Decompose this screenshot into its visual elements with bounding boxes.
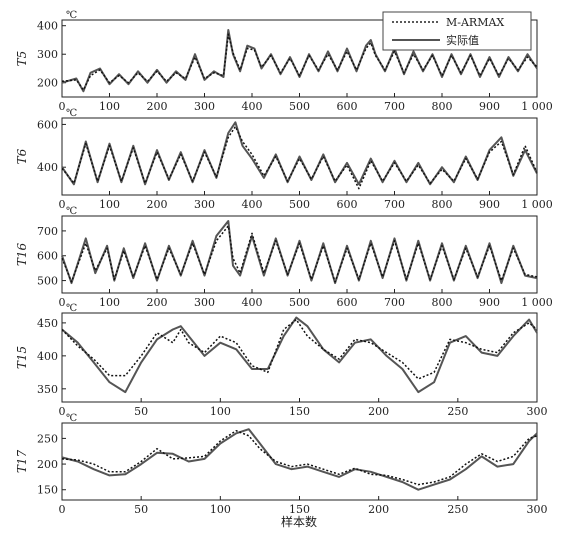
x-tick-label: 0 <box>59 503 66 516</box>
x-tick-label: 100 <box>99 100 120 113</box>
x-tick-label: 50 <box>134 503 148 516</box>
x-tick-label: 600 <box>337 296 358 309</box>
x-tick-label: 600 <box>337 100 358 113</box>
x-tick-label: 900 <box>479 296 500 309</box>
panel-t6: 0 100 200 300 400 500 600 700 800 900 1 000 400 600 ℃… <box>15 108 553 211</box>
y-tick-label: 350 <box>37 383 58 396</box>
y-tick-label: 600 <box>37 118 58 131</box>
panel-t16: 0 100 200 300 400 500 600 700 800 900 1 000 500 600 7… <box>15 206 553 309</box>
y-tick-label: 450 <box>37 317 58 330</box>
x-tick-label: 150 <box>289 503 310 516</box>
x-tick-label: 0 <box>59 198 66 211</box>
x-tick-label: 500 <box>289 198 310 211</box>
x-tick-label: 300 <box>194 198 215 211</box>
y-tick-label: 400 <box>37 161 58 174</box>
x-tick-label: 900 <box>479 198 500 211</box>
x-tick-label: 250 <box>447 405 468 418</box>
y-tick-label: 300 <box>37 48 58 61</box>
x-tick-label: 400 <box>242 198 263 211</box>
legend-label-m-armax: M-ARMAX <box>446 16 504 29</box>
x-tick-label: 100 <box>99 296 120 309</box>
x-tick-label: 300 <box>527 503 548 516</box>
y-tick-label: 500 <box>37 275 58 288</box>
y-axis-label: T5 <box>15 51 29 67</box>
x-tick-label: 200 <box>368 405 389 418</box>
x-tick-label: 250 <box>447 503 468 516</box>
series-line-actual <box>61 316 538 394</box>
x-tick-label: 900 <box>479 100 500 113</box>
x-tick-label: 1 000 <box>521 296 553 309</box>
y-axis-label: T16 <box>15 243 29 267</box>
x-tick-label: 150 <box>289 405 310 418</box>
x-tick-label: 200 <box>368 503 389 516</box>
x-tick-label: 0 <box>59 296 66 309</box>
x-tick-label: 500 <box>289 296 310 309</box>
x-tick-label: 800 <box>432 198 453 211</box>
x-tick-label: 1 000 <box>521 100 553 113</box>
y-tick-label: 150 <box>37 484 58 497</box>
x-tick-label: 100 <box>210 503 231 516</box>
series-line-m-armax <box>61 225 538 283</box>
series-line-m-armax <box>61 429 538 486</box>
y-tick-label: 400 <box>37 20 58 33</box>
legend-label-actual: 实际值 <box>446 33 479 47</box>
x-tick-label: 400 <box>242 296 263 309</box>
x-tick-label: 200 <box>147 296 168 309</box>
plot-frame <box>61 422 538 501</box>
x-tick-label: 800 <box>432 296 453 309</box>
y-tick-label: 600 <box>37 250 58 263</box>
x-tick-label: 600 <box>337 198 358 211</box>
y-tick-label: 700 <box>37 225 58 238</box>
unit-label: ℃ <box>66 108 77 119</box>
legend-box <box>382 11 532 51</box>
unit-label: ℃ <box>66 303 77 314</box>
y-tick-label: 250 <box>37 432 58 445</box>
x-tick-label: 400 <box>242 100 263 113</box>
y-tick-label: 200 <box>37 77 58 90</box>
series-line-m-armax <box>61 33 538 91</box>
x-tick-label: 50 <box>134 405 148 418</box>
x-tick-label: 700 <box>384 100 405 113</box>
y-tick-label: 400 <box>37 350 58 363</box>
x-tick-label: 800 <box>432 100 453 113</box>
y-axis-label: T6 <box>15 148 29 164</box>
x-tick-label: 200 <box>147 100 168 113</box>
x-tick-label: 700 <box>384 296 405 309</box>
panel-t17: 0 50 100 150 200 250 300 150 200 250 ℃ T17 <box>15 413 548 516</box>
unit-label: ℃ <box>66 10 77 21</box>
series-line-m-armax <box>61 125 538 190</box>
unit-label: ℃ <box>66 206 77 217</box>
x-tick-label: 300 <box>527 405 548 418</box>
plot-frame <box>61 215 538 294</box>
x-tick-label: 500 <box>289 100 310 113</box>
plot-frame <box>61 312 538 403</box>
x-tick-label: 300 <box>194 296 215 309</box>
panels: 0 100 200 300 400 500 600 700 800 900 1 0002003004… <box>15 10 553 516</box>
x-tick-label: 200 <box>147 198 168 211</box>
series-line-actual <box>61 220 538 285</box>
x-tick-label: 100 <box>99 198 120 211</box>
y-axis-label: T17 <box>15 450 29 474</box>
x-axis-label: 样本数 <box>281 514 317 529</box>
series-line-m-armax <box>61 318 538 380</box>
series-line-actual <box>61 428 538 491</box>
legend: M-ARMAX 实际值 <box>382 11 532 51</box>
x-tick-label: 700 <box>384 198 405 211</box>
y-tick-label: 200 <box>37 458 58 471</box>
x-tick-label: 1 000 <box>521 198 553 211</box>
x-tick-label: 0 <box>59 100 66 113</box>
unit-label: ℃ <box>66 413 77 424</box>
x-tick-label: 300 <box>194 100 215 113</box>
panel-t15: 0 50 100 150 200 250 300 350 400 450 ℃ T15 <box>15 303 548 418</box>
y-axis-label: T15 <box>15 346 29 369</box>
x-tick-label: 0 <box>59 405 66 418</box>
x-tick-label: 100 <box>210 405 231 418</box>
